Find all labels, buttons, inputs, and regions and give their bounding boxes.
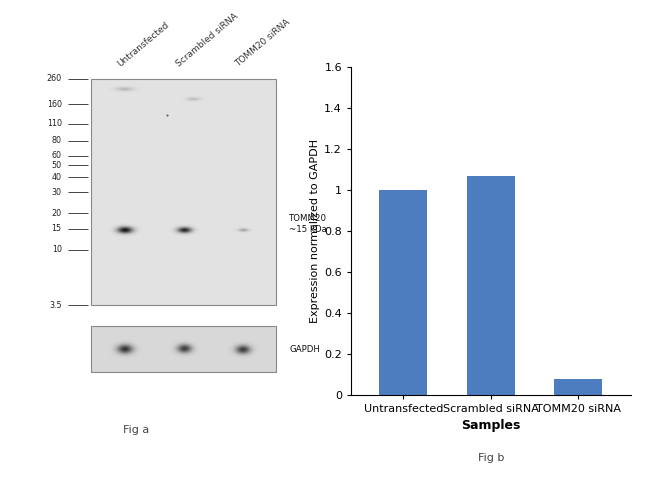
- Text: 60: 60: [52, 151, 62, 160]
- Text: 110: 110: [47, 120, 62, 128]
- Text: Fig a: Fig a: [124, 425, 150, 435]
- Bar: [91, 79, 276, 305]
- Text: 260: 260: [47, 74, 62, 83]
- Text: TOMM20
~15 kDa: TOMM20 ~15 kDa: [289, 214, 327, 234]
- Text: 30: 30: [52, 187, 62, 197]
- Text: 3.5: 3.5: [49, 301, 62, 309]
- Y-axis label: Expression normalized to GAPDH: Expression normalized to GAPDH: [310, 139, 320, 323]
- Text: GAPDH: GAPDH: [289, 345, 320, 354]
- Text: TOMM20 siRNA: TOMM20 siRNA: [234, 17, 292, 68]
- Text: Fig b: Fig b: [478, 453, 504, 463]
- Text: 20: 20: [51, 209, 62, 218]
- Text: Untransfected: Untransfected: [115, 20, 170, 68]
- Text: 15: 15: [51, 224, 62, 233]
- Bar: [467, 176, 515, 395]
- Bar: [91, 326, 276, 372]
- Bar: [380, 190, 428, 395]
- Bar: [554, 379, 602, 395]
- Text: 10: 10: [52, 245, 62, 254]
- Text: Scrambled siRNA: Scrambled siRNA: [175, 11, 240, 68]
- Text: 160: 160: [47, 100, 62, 108]
- Text: 80: 80: [52, 136, 62, 145]
- Text: 50: 50: [51, 161, 62, 170]
- X-axis label: Samples: Samples: [461, 419, 521, 432]
- Text: 40: 40: [52, 173, 62, 182]
